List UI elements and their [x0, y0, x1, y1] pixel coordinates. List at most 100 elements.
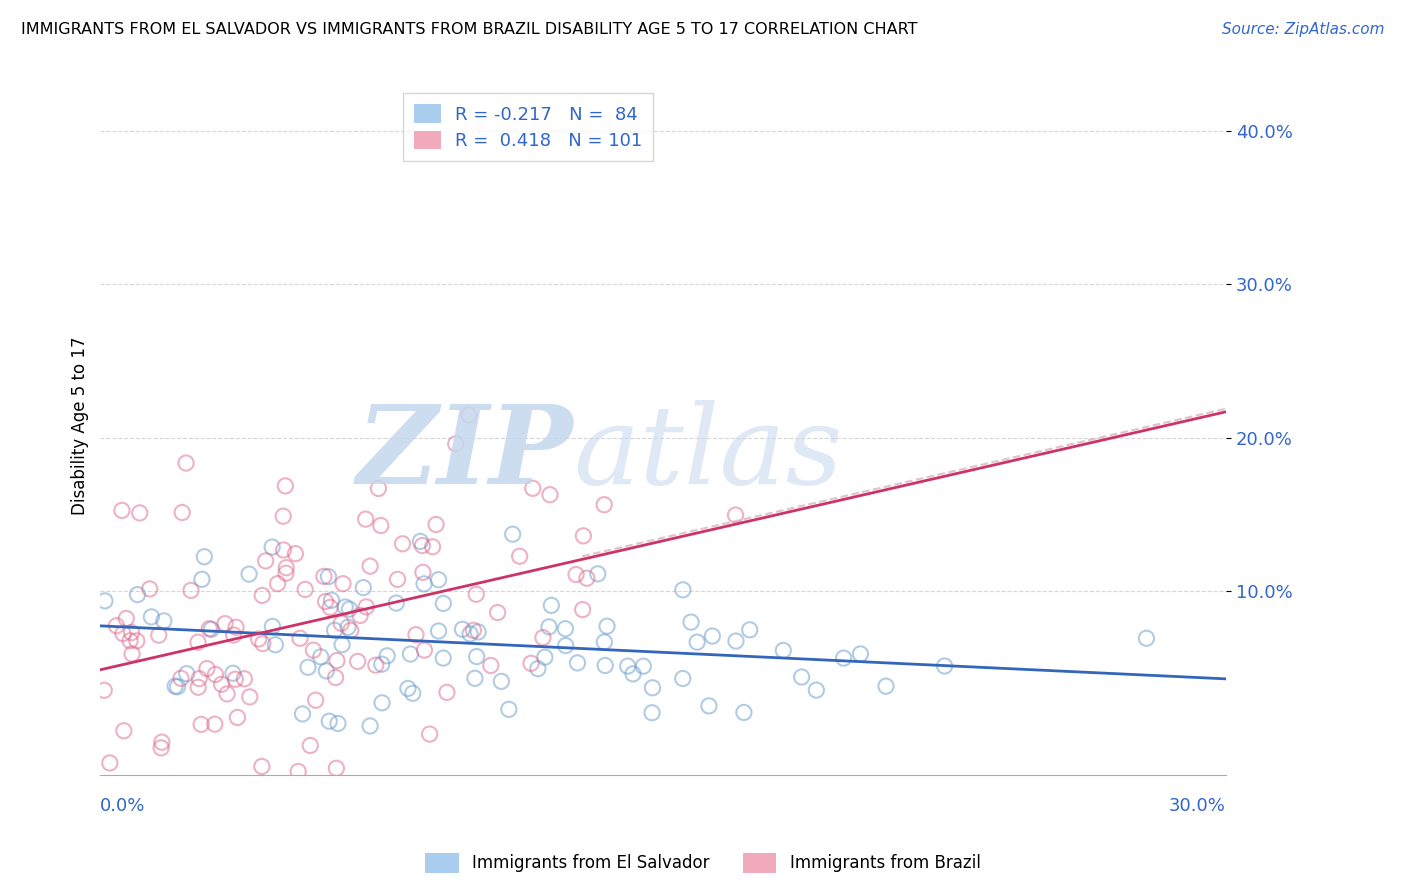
Point — [195, 662, 218, 676]
Point — [247, 632, 270, 646]
Y-axis label: Disability Age 5 to 17: Disability Age 5 to 17 — [72, 337, 89, 516]
Point — [697, 698, 720, 713]
Point — [641, 706, 664, 720]
Point — [457, 408, 479, 422]
Point — [425, 517, 447, 532]
Point — [427, 624, 450, 638]
Point — [326, 654, 349, 668]
Point — [554, 639, 576, 653]
Point — [262, 619, 284, 633]
Text: Source: ZipAtlas.com: Source: ZipAtlas.com — [1222, 22, 1385, 37]
Point — [402, 686, 425, 700]
Point — [370, 518, 392, 533]
Point — [790, 670, 813, 684]
Point — [633, 659, 655, 673]
Point — [291, 706, 314, 721]
Point — [187, 680, 209, 694]
Point — [125, 633, 148, 648]
Point — [217, 687, 239, 701]
Point — [571, 602, 593, 616]
Point — [170, 671, 193, 685]
Point — [371, 657, 394, 672]
Point — [464, 671, 486, 685]
Point — [187, 635, 209, 649]
Point — [575, 571, 598, 585]
Point — [222, 628, 245, 642]
Point — [120, 633, 142, 648]
Point — [288, 632, 311, 646]
Point — [127, 588, 149, 602]
Point — [174, 456, 197, 470]
Legend: R = -0.217   N =  84, R =  0.418   N = 101: R = -0.217 N = 84, R = 0.418 N = 101 — [404, 94, 654, 161]
Point — [724, 634, 747, 648]
Point — [349, 608, 371, 623]
Point — [98, 756, 121, 770]
Text: IMMIGRANTS FROM EL SALVADOR VS IMMIGRANTS FROM BRAZIL DISABILITY AGE 5 TO 17 COR: IMMIGRANTS FROM EL SALVADOR VS IMMIGRANT… — [21, 22, 918, 37]
Point — [287, 764, 309, 779]
Point — [297, 660, 319, 674]
Point — [141, 610, 163, 624]
Point — [502, 527, 524, 541]
Point — [934, 659, 956, 673]
Point — [309, 649, 332, 664]
Point — [498, 702, 520, 716]
Point — [364, 658, 387, 673]
Point — [115, 611, 138, 625]
Point — [467, 624, 489, 639]
Point — [121, 625, 143, 640]
Point — [413, 577, 436, 591]
Point — [112, 723, 135, 738]
Point — [733, 706, 755, 720]
Point — [305, 693, 328, 707]
Point — [318, 714, 340, 729]
Point — [531, 631, 554, 645]
Point — [318, 569, 340, 583]
Point — [354, 599, 377, 614]
Point — [94, 594, 117, 608]
Point — [427, 573, 450, 587]
Point — [233, 672, 256, 686]
Point — [274, 566, 297, 581]
Point — [567, 656, 589, 670]
Point — [204, 667, 226, 681]
Point — [593, 635, 616, 649]
Point — [359, 559, 381, 574]
Point — [465, 587, 488, 601]
Point — [672, 582, 695, 597]
Point — [150, 735, 173, 749]
Point — [463, 624, 485, 638]
Point — [371, 696, 394, 710]
Point — [128, 506, 150, 520]
Point — [367, 482, 389, 496]
Point — [105, 619, 128, 633]
Point — [385, 596, 408, 610]
Point — [572, 529, 595, 543]
Point — [323, 624, 346, 638]
Point — [176, 666, 198, 681]
Point — [396, 681, 419, 696]
Point — [273, 543, 295, 558]
Legend: Immigrants from El Salvador, Immigrants from Brazil: Immigrants from El Salvador, Immigrants … — [419, 847, 987, 880]
Point — [832, 651, 855, 665]
Point — [537, 620, 560, 634]
Point — [522, 481, 544, 495]
Point — [399, 647, 422, 661]
Point — [207, 797, 229, 811]
Point — [284, 547, 307, 561]
Point — [686, 635, 709, 649]
Point — [479, 658, 502, 673]
Point — [527, 662, 550, 676]
Point — [180, 583, 202, 598]
Point — [225, 620, 247, 634]
Point — [315, 594, 337, 608]
Point — [252, 589, 274, 603]
Point — [1135, 632, 1157, 646]
Point — [153, 614, 176, 628]
Point — [315, 664, 337, 678]
Point — [596, 619, 619, 633]
Point — [432, 651, 454, 665]
Point — [252, 636, 274, 650]
Point — [165, 679, 187, 693]
Point — [354, 512, 377, 526]
Point — [274, 479, 297, 493]
